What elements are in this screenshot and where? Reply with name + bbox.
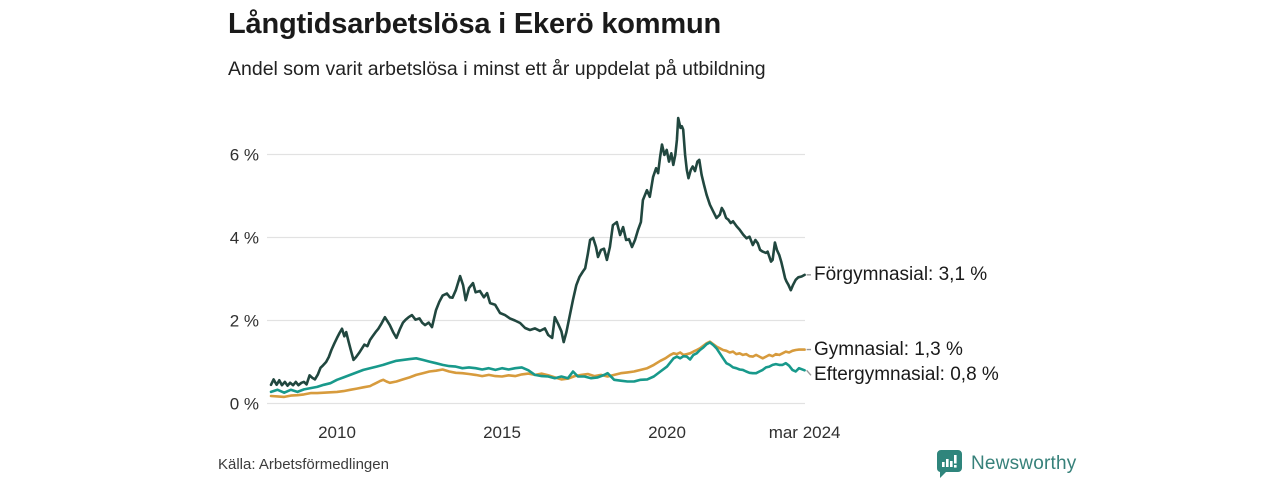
newsworthy-bubble-chart-icon [936,450,962,478]
series-lines [269,116,806,399]
newsworthy-logo: Newsworthy [936,449,1076,478]
x-axis-tick-labels: 2010 2015 2020 mar 2024 [318,423,840,442]
page-title: Långtidsarbetslösa i Ekerö kommun [228,8,721,40]
x-tick-label: 2015 [483,423,521,442]
connector-eftergymnasial [806,369,812,376]
chart-subtitle: Andel som varit arbetslösa i minst ett å… [228,58,766,80]
y-tick-label: 4 % [230,229,259,248]
gridlines [267,153,805,405]
y-axis-tick-labels: 0 % 2 % 4 % 6 % [230,146,259,414]
series-line-eftergymnasial [269,341,806,395]
y-tick-label: 2 % [230,312,259,331]
y-tick-label: 0 % [230,395,259,414]
x-tick-label: 2010 [318,423,356,442]
series-label-eftergymnasial: Eftergymnasial: 0,8 % [814,364,999,386]
x-tick-label: mar 2024 [769,423,841,442]
label-connectors [806,274,812,376]
series-label-gymnasial: Gymnasial: 1,3 % [814,338,963,360]
x-tick-label: 2020 [648,423,686,442]
source-note: Källa: Arbetsförmedlingen [218,456,389,473]
series-line-gymnasial [269,340,806,399]
series-label-forgymnasial: Förgymnasial: 3,1 % [814,263,988,285]
newsworthy-wordmark: Newsworthy [971,452,1077,474]
series-line-forgymnasial [269,116,806,388]
y-tick-label: 6 % [230,146,259,165]
